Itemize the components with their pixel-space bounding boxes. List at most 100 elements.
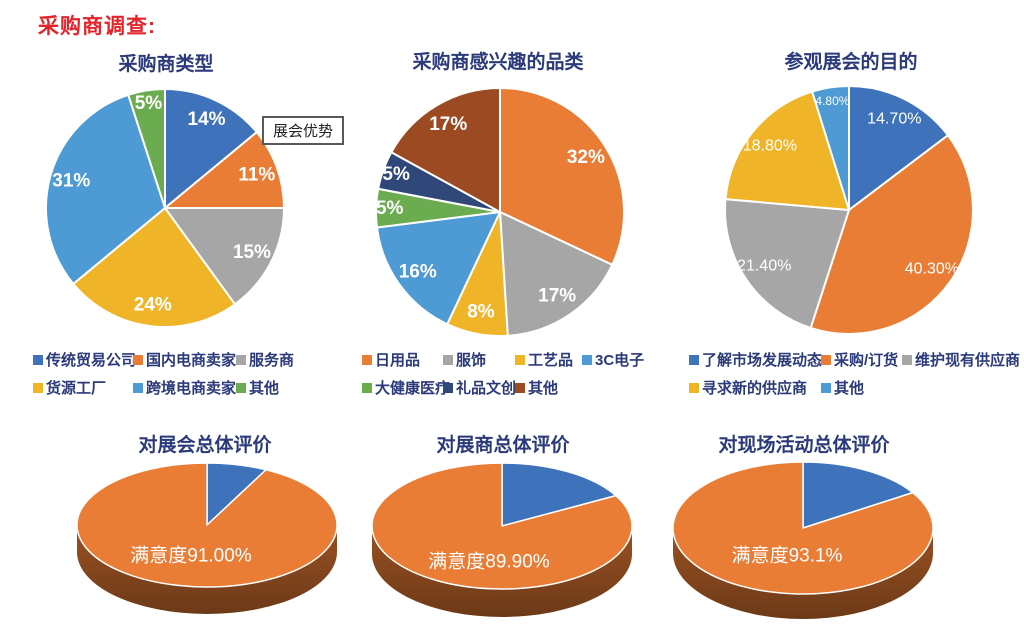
legend-swatch (689, 354, 699, 365)
legend-item: 工艺品 (515, 349, 582, 370)
chart-6: 满意度93.1% (672, 461, 934, 619)
legend-item: 大健康医疗 (362, 377, 450, 398)
legend-item: 其他 (236, 377, 294, 398)
legend-item: 跨境电商卖家 (133, 377, 236, 398)
legend-label: 国内电商卖家 (146, 352, 237, 369)
legend-swatch (515, 382, 525, 393)
legend-label: 采购/订货 (834, 352, 899, 369)
legend-label: 大健康医疗 (375, 380, 451, 397)
slice-label: 4.80% (815, 94, 849, 108)
legend-swatch (582, 354, 592, 365)
pie-slice-国内电商卖家 (164, 131, 285, 209)
pie-slice-跨境电商卖家 (45, 93, 166, 285)
pie-slice-服饰 (499, 211, 614, 337)
legend-swatch (33, 354, 43, 365)
slice-label: 14% (188, 109, 226, 130)
chart-5: 满意度89.90% (371, 462, 633, 617)
legend-swatch (689, 382, 699, 393)
slice-label: 8% (467, 301, 495, 322)
legend-swatch (362, 382, 372, 393)
satisfaction-label: 满意度91.00% (130, 545, 252, 567)
legend-label: 工艺品 (528, 352, 574, 369)
slice-label: 16% (399, 261, 437, 282)
legend-swatch (133, 382, 143, 393)
legend-label: 维护现有供应商 (915, 352, 1021, 369)
legend-swatch (362, 354, 372, 365)
legend-swatch (821, 382, 831, 393)
legend-item: 国内电商卖家 (133, 349, 236, 370)
legend-label: 货源工厂 (46, 380, 107, 397)
chart-3: 14.70% 40.30% 21.40% 18.80% 4.80% (724, 85, 974, 335)
legend-swatch (33, 382, 43, 393)
legend-label: 传统贸易公司 (46, 352, 137, 369)
slice-label: 5% (376, 198, 404, 219)
slice-label: 17% (538, 286, 576, 307)
legend-item: 采购/订货 (821, 349, 902, 370)
satisfaction-label: 满意度89.90% (428, 551, 550, 573)
slice-label: 17% (429, 114, 467, 135)
legend-label: 其他 (528, 380, 559, 397)
slice-label: 5% (382, 164, 410, 185)
chart5-title: 对展商总体评价 (436, 435, 570, 456)
legend-swatch (902, 354, 912, 365)
legend-swatch (443, 354, 453, 365)
pie3d-side (372, 526, 632, 617)
slice-label: 24% (134, 294, 172, 315)
legend-label: 日用品 (375, 352, 421, 369)
legend-label: 寻求新的供应商 (702, 380, 808, 397)
legend-swatch (236, 354, 246, 365)
chart-2: 32% 17% 8% 16% 5% 5% 17% (375, 87, 625, 337)
legend-item: 服饰 (443, 349, 515, 370)
pie-slice-3C电子 (375, 211, 501, 326)
legend-label: 其他 (249, 380, 280, 397)
legend-item: 寻求新的供应商 (689, 377, 821, 398)
callout-box: 展会优势 (262, 116, 345, 145)
legend-swatch (443, 382, 453, 393)
legend-label: 礼品文创 (456, 380, 517, 397)
pie-slice-货源工厂 (72, 207, 236, 328)
pie-slice-其他 (127, 88, 166, 209)
pie-slice-寻求新的供应商 (724, 90, 850, 211)
legend-item: 维护现有供应商 (902, 349, 1020, 370)
legend-item: 日用品 (362, 349, 443, 370)
pie3d-slice-1 (371, 462, 633, 590)
legend-label: 跨境电商卖家 (146, 380, 237, 397)
pie-slice-了解市场发展动态 (848, 85, 949, 211)
legend-label: 服务商 (249, 352, 295, 369)
legend-item: 传统贸易公司 (33, 349, 137, 370)
slice-label: 32% (567, 147, 605, 168)
chart2-legend: 日用品 服饰 工艺品 3C电子大健康医疗 礼品文创 其他 (362, 349, 644, 398)
slice-label: 31% (52, 170, 90, 191)
pie-slice-其他 (390, 87, 501, 213)
legend-item: 货源工厂 (33, 377, 133, 398)
chart-4: 满意度91.00% (76, 462, 338, 614)
pie-slice-维护现有供应商 (724, 198, 850, 329)
slice-label: 21.40% (737, 258, 791, 275)
slice-label: 15% (233, 242, 271, 263)
chart6-title: 对现场活动总体评价 (718, 435, 890, 456)
legend-item: 了解市场发展动态 (689, 349, 822, 370)
chart2-title: 采购商感兴趣的品类 (412, 52, 584, 73)
legend-label: 其他 (834, 380, 865, 397)
chart3-title: 参观展会的目的 (784, 52, 918, 73)
pie-slice-传统贸易公司 (164, 88, 258, 209)
chart1-title: 采购商类型 (118, 54, 214, 75)
slice-label: 40.30% (905, 260, 959, 277)
pie-slice-日用品 (499, 87, 625, 266)
legend-item: 礼品文创 (443, 377, 517, 398)
chart1-legend: 传统贸易公司 国内电商卖家 服务商货源工厂 跨境电商卖家 其他 (33, 349, 294, 398)
pie-slice-其他 (811, 85, 850, 211)
pie3d-slice-0 (802, 461, 914, 529)
chart4-title: 对展会总体评价 (138, 435, 272, 456)
section-heading: 采购商调查: (38, 15, 156, 38)
legend-label: 3C电子 (595, 352, 645, 369)
legend-swatch (515, 354, 525, 365)
pie3d-side (673, 528, 933, 619)
legend-swatch (236, 382, 246, 393)
pie-slice-服务商 (164, 207, 285, 306)
legend-item: 服务商 (236, 349, 294, 370)
legend-item: 其他 (515, 377, 582, 398)
slice-label: 11% (238, 164, 275, 185)
